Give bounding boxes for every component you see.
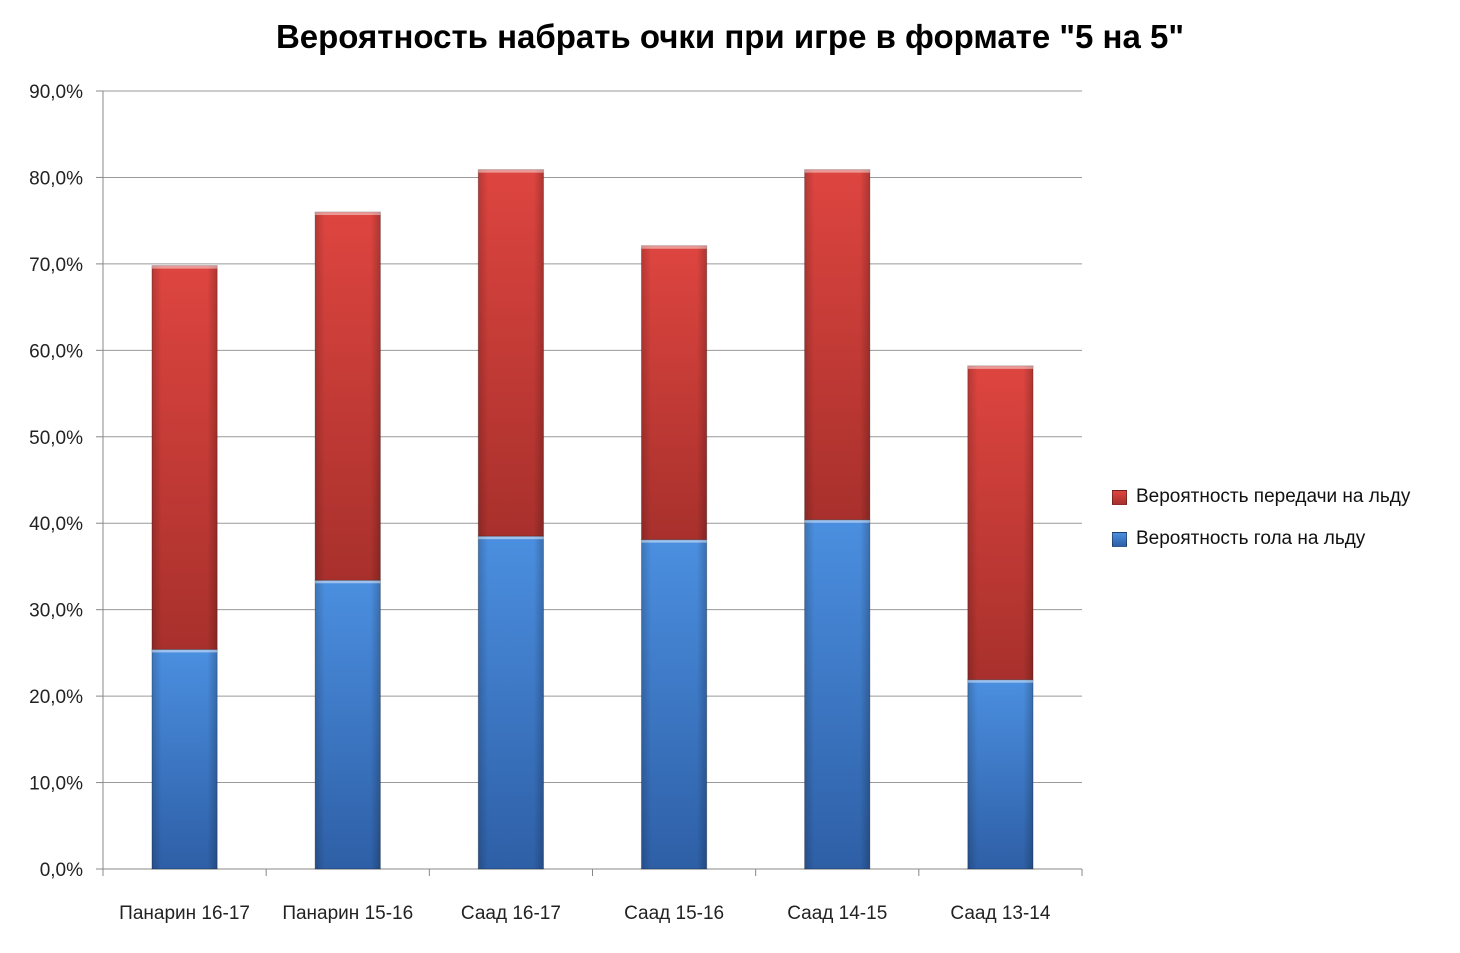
bar-shading — [315, 212, 381, 581]
bar-shading — [478, 169, 544, 537]
x-tick-label: Панарин 15-16 — [282, 903, 413, 924]
x-tick-label: Саад 15-16 — [624, 903, 724, 924]
bar-shading — [804, 519, 870, 869]
bar-highlight — [478, 169, 544, 173]
bar-shading — [641, 245, 707, 540]
legend-swatch-assists — [1112, 489, 1127, 505]
bar-highlight — [641, 539, 707, 543]
y-tick-label: 10,0% — [29, 774, 83, 795]
bar-highlight — [967, 679, 1034, 683]
y-tick-label: 20,0% — [29, 687, 83, 708]
x-tick-label: Саад 13-14 — [950, 903, 1050, 924]
bar-highlight — [804, 519, 870, 523]
legend-swatch-goals — [1112, 531, 1127, 547]
bar-shading — [967, 365, 1034, 680]
y-tick-label: 0,0% — [40, 860, 83, 881]
bar-shading — [967, 679, 1034, 869]
x-tick-label: Панарин 16-17 — [119, 903, 250, 924]
bar-highlight — [967, 365, 1034, 369]
legend-label-assists: Вероятность передачи на льду — [1136, 486, 1411, 507]
bar-shading — [641, 539, 707, 869]
x-tick-label: Саад 16-17 — [461, 903, 561, 924]
bar-highlight — [315, 580, 381, 584]
bar-shading — [804, 169, 870, 520]
y-tick-label: 40,0% — [29, 514, 83, 535]
bar-highlight — [315, 212, 381, 216]
legend-item-goals: Вероятность гола на льду — [1112, 518, 1410, 560]
legend-item-assists: Вероятность передачи на льду — [1112, 476, 1410, 518]
y-tick-label: 90,0% — [29, 82, 83, 103]
bar-highlight — [151, 265, 218, 269]
y-tick-label: 60,0% — [29, 341, 83, 362]
bar-highlight — [151, 649, 218, 653]
y-tick-label: 30,0% — [29, 601, 83, 622]
bar-shading — [151, 265, 218, 650]
y-tick-label: 50,0% — [29, 428, 83, 449]
chart-title: Вероятность набрать очки при игре в форм… — [275, 18, 1185, 55]
bar-highlight — [804, 169, 870, 173]
x-tick-label: Саад 14-15 — [787, 903, 887, 924]
y-tick-label: 80,0% — [29, 168, 83, 189]
bar-shading — [478, 536, 544, 869]
bar-shading — [151, 649, 218, 869]
bar-highlight — [478, 536, 544, 540]
y-tick-label: 70,0% — [29, 255, 83, 276]
bar-shading — [315, 580, 381, 869]
legend-label-goals: Вероятность гола на льду — [1136, 528, 1366, 549]
bar-highlight — [641, 245, 707, 249]
chart-legend: Вероятность передачи на льду Вероятность… — [1112, 476, 1410, 560]
